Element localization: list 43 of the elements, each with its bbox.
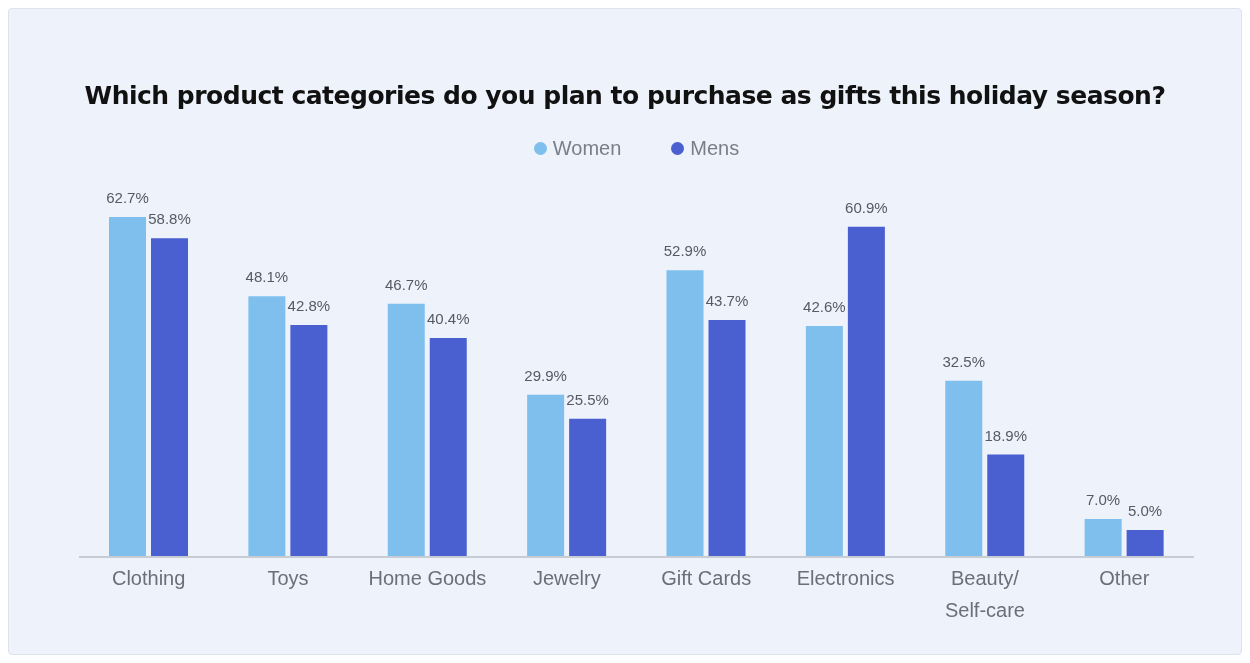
bar <box>847 226 885 557</box>
x-tick-label: Toys <box>267 567 309 589</box>
data-label: 52.9% <box>663 242 707 260</box>
data-label: 42.6% <box>803 298 846 315</box>
x-tick-label: Home Goods <box>368 567 487 589</box>
bar <box>1126 529 1164 557</box>
legend-label: Women <box>551 137 622 160</box>
legend-label: Mens <box>689 137 740 160</box>
bar <box>666 270 704 557</box>
data-label: 48.1% <box>245 268 289 286</box>
data-label: 29.9% <box>524 366 567 384</box>
data-label: 40.4% <box>426 309 470 327</box>
bar <box>429 337 467 557</box>
data-label: 42.8% <box>287 296 331 314</box>
bar <box>109 217 146 557</box>
data-label: 58.8% <box>148 210 191 228</box>
data-label: 46.7% <box>384 275 428 293</box>
bar <box>248 296 286 557</box>
x-tick-label: Electronics <box>796 567 895 589</box>
bar <box>290 324 328 557</box>
data-label: 43.7% <box>705 292 749 310</box>
chart-title: Which product categories do you plan to purchase as gifts this holiday season? <box>83 81 1167 110</box>
bar <box>1084 519 1122 557</box>
bar <box>987 454 1025 557</box>
bar <box>805 326 843 557</box>
bar <box>708 320 746 557</box>
x-tick-label: Jewelry <box>532 567 601 589</box>
x-tick-label: Other <box>1099 567 1150 589</box>
data-label: 7.0% <box>1086 491 1121 509</box>
data-label: 25.5% <box>566 390 609 408</box>
x-tick-label: Gift Cards <box>661 567 752 589</box>
bar <box>569 418 607 557</box>
data-label: 32.5% <box>942 352 986 370</box>
bar <box>151 238 188 557</box>
data-label: 5.0% <box>1128 501 1163 519</box>
data-label: 60.9% <box>845 198 888 216</box>
x-tick-label: Beauty/Self-care <box>944 567 1025 621</box>
x-tick-label: Clothing <box>111 567 186 589</box>
data-label: 62.7% <box>106 189 149 206</box>
bar <box>527 394 565 557</box>
data-label: 18.9% <box>984 426 1028 444</box>
bar <box>387 303 425 557</box>
bar <box>945 380 983 557</box>
